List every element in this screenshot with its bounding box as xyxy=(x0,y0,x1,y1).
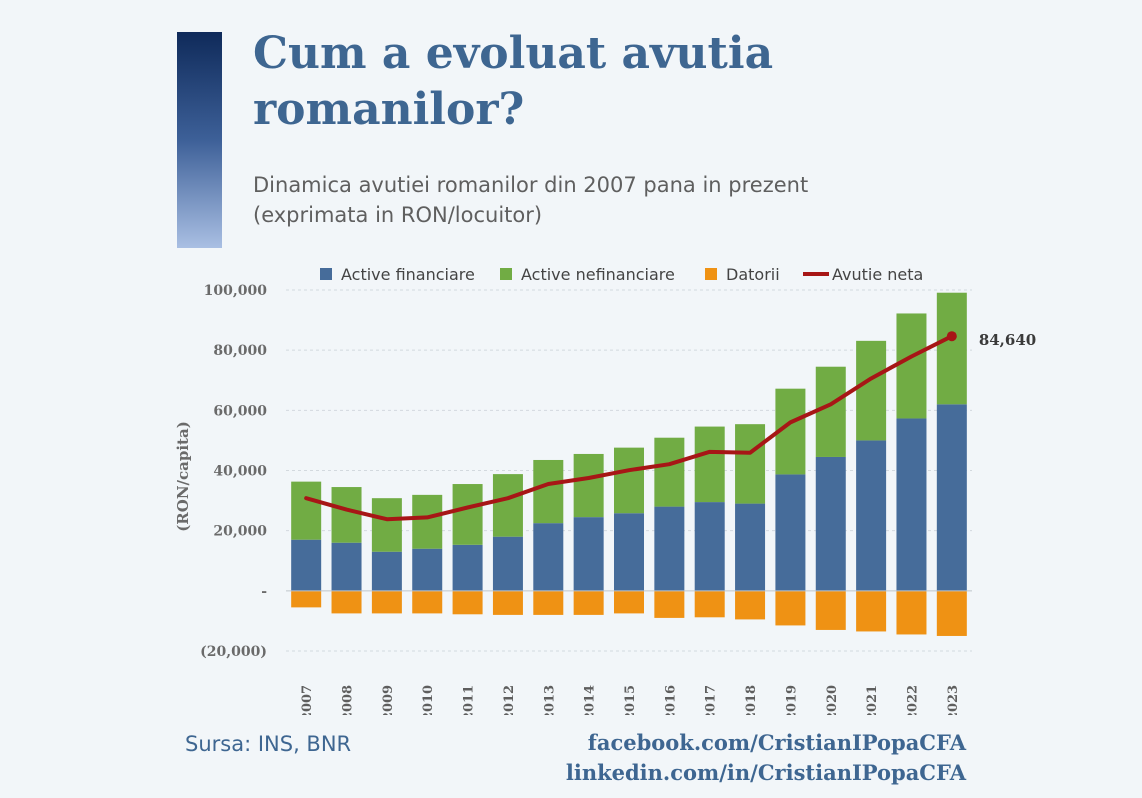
bar-datorii xyxy=(936,590,967,636)
legend-swatch xyxy=(705,268,717,280)
x-tick-label: 2007 xyxy=(300,685,315,715)
bar-datorii xyxy=(331,590,362,614)
y-tick-label: 60,000 xyxy=(213,403,267,419)
bar-datorii xyxy=(614,590,644,614)
line-avutie-neta xyxy=(304,334,954,522)
subtitle-line-2: (exprimata in RON/locuitor) xyxy=(253,203,543,227)
bar-active-financiare xyxy=(371,551,402,591)
bar-active-nefinanciare xyxy=(694,426,725,503)
bar-datorii xyxy=(371,590,402,614)
author-links: facebook.com/CristianIPopaCFA linkedin.c… xyxy=(566,728,966,788)
page-subtitle: Dinamica avutiei romanilor din 2007 pana… xyxy=(253,170,1013,230)
legend-label: Active nefinanciare xyxy=(521,265,675,284)
bar-active-financiare xyxy=(936,404,967,591)
y-tick-label: 100,000 xyxy=(204,283,268,299)
marker-avutie-neta-2023 xyxy=(946,331,957,342)
subtitle-line-1: Dinamica avutiei romanilor din 2007 pana… xyxy=(253,173,809,197)
bar-active-financiare xyxy=(533,523,564,591)
bar-datorii xyxy=(492,590,523,615)
bar-active-financiare xyxy=(291,539,322,591)
x-tick-label: 2020 xyxy=(825,685,840,715)
bar-active-financiare xyxy=(573,517,604,591)
bar-active-nefinanciare xyxy=(735,424,766,504)
bar-active-nefinanciare xyxy=(896,313,927,419)
facebook-link[interactable]: facebook.com/CristianIPopaCFA xyxy=(587,730,966,755)
source-note: Sursa: INS, BNR xyxy=(185,732,352,756)
bar-active-nefinanciare xyxy=(856,340,887,441)
bar-datorii xyxy=(694,590,725,618)
x-tick-label: 2012 xyxy=(502,685,517,715)
bar-active-nefinanciare xyxy=(533,459,564,524)
bar-active-nefinanciare xyxy=(371,498,402,552)
y-tick-label: - xyxy=(261,584,267,600)
bar-active-nefinanciare xyxy=(654,437,685,507)
page-title: Cum a evoluat avutia romanilor? xyxy=(253,26,953,138)
bar-active-financiare xyxy=(896,418,927,591)
legend-label: Datorii xyxy=(726,265,780,284)
bar-active-nefinanciare xyxy=(492,474,523,537)
bar-datorii xyxy=(412,590,443,614)
y-tick-label: (20,000) xyxy=(200,644,267,660)
legend-label: Avutie neta xyxy=(832,265,923,284)
legend-swatch xyxy=(500,268,512,280)
bar-active-financiare xyxy=(856,440,887,591)
bar-datorii xyxy=(291,590,322,608)
y-tick-label: 40,000 xyxy=(213,464,267,480)
bar-active-financiare xyxy=(331,542,362,591)
x-tick-label: 2022 xyxy=(905,685,920,715)
data-label-2023: 84,640 xyxy=(979,331,1036,349)
bar-active-financiare xyxy=(735,503,766,591)
bar-active-nefinanciare xyxy=(815,366,846,457)
x-tick-label: 2010 xyxy=(421,685,436,715)
bar-datorii xyxy=(452,590,483,615)
bar-datorii xyxy=(533,590,564,615)
x-tick-label: 2016 xyxy=(663,685,678,715)
title-line-2: romanilor? xyxy=(253,84,525,135)
x-tick-label: 2021 xyxy=(865,685,880,715)
legend-swatch xyxy=(320,268,332,280)
y-tick-label: 80,000 xyxy=(213,343,267,359)
title-line-1: Cum a evoluat avutia xyxy=(253,28,774,79)
bar-datorii xyxy=(735,590,766,620)
x-tick-label: 2017 xyxy=(704,685,719,715)
y-tick-label: 20,000 xyxy=(213,524,267,540)
bar-active-nefinanciare xyxy=(936,292,967,405)
wealth-chart: (20,000) - 20,000 40,000 60,000 80,000 100,000… xyxy=(174,265,1036,715)
bar-active-nefinanciare xyxy=(331,487,362,543)
x-tick-label: 2011 xyxy=(462,685,477,715)
bar-active-nefinanciare xyxy=(452,484,483,545)
bar-active-nefinanciare xyxy=(412,494,443,549)
bar-datorii xyxy=(775,590,806,626)
y-axis-label: (RON/capita) xyxy=(174,421,192,532)
x-tick-label: 2018 xyxy=(744,685,759,715)
bar-active-financiare xyxy=(412,548,443,591)
bar-active-nefinanciare xyxy=(573,453,604,518)
x-tick-label: 2019 xyxy=(784,685,799,715)
x-tick-label: 2008 xyxy=(341,685,356,715)
bar-active-financiare xyxy=(654,506,685,591)
x-tick-label: 2023 xyxy=(946,685,961,715)
title-accent-bar xyxy=(177,32,222,248)
x-tick-label: 2015 xyxy=(623,685,638,715)
bar-active-financiare xyxy=(815,456,846,591)
bar-active-financiare xyxy=(492,536,523,591)
x-tick-label: 2014 xyxy=(583,685,598,715)
bar-datorii xyxy=(573,590,604,615)
bar-datorii xyxy=(896,590,927,635)
bar-datorii xyxy=(856,590,887,632)
linkedin-link[interactable]: linkedin.com/in/CristianIPopaCFA xyxy=(565,760,966,785)
bar-datorii xyxy=(815,590,846,630)
bar-active-nefinanciare xyxy=(291,481,322,540)
bar-datorii xyxy=(654,590,685,618)
x-tick-label: 2013 xyxy=(542,685,557,715)
x-tick-label: 2009 xyxy=(381,685,396,715)
bar-active-financiare xyxy=(694,502,725,591)
bar-active-financiare xyxy=(614,513,644,591)
legend-label: Active financiare xyxy=(341,265,475,284)
bar-active-financiare xyxy=(775,474,806,591)
bar-active-nefinanciare xyxy=(614,447,644,514)
bar-active-financiare xyxy=(452,544,483,591)
